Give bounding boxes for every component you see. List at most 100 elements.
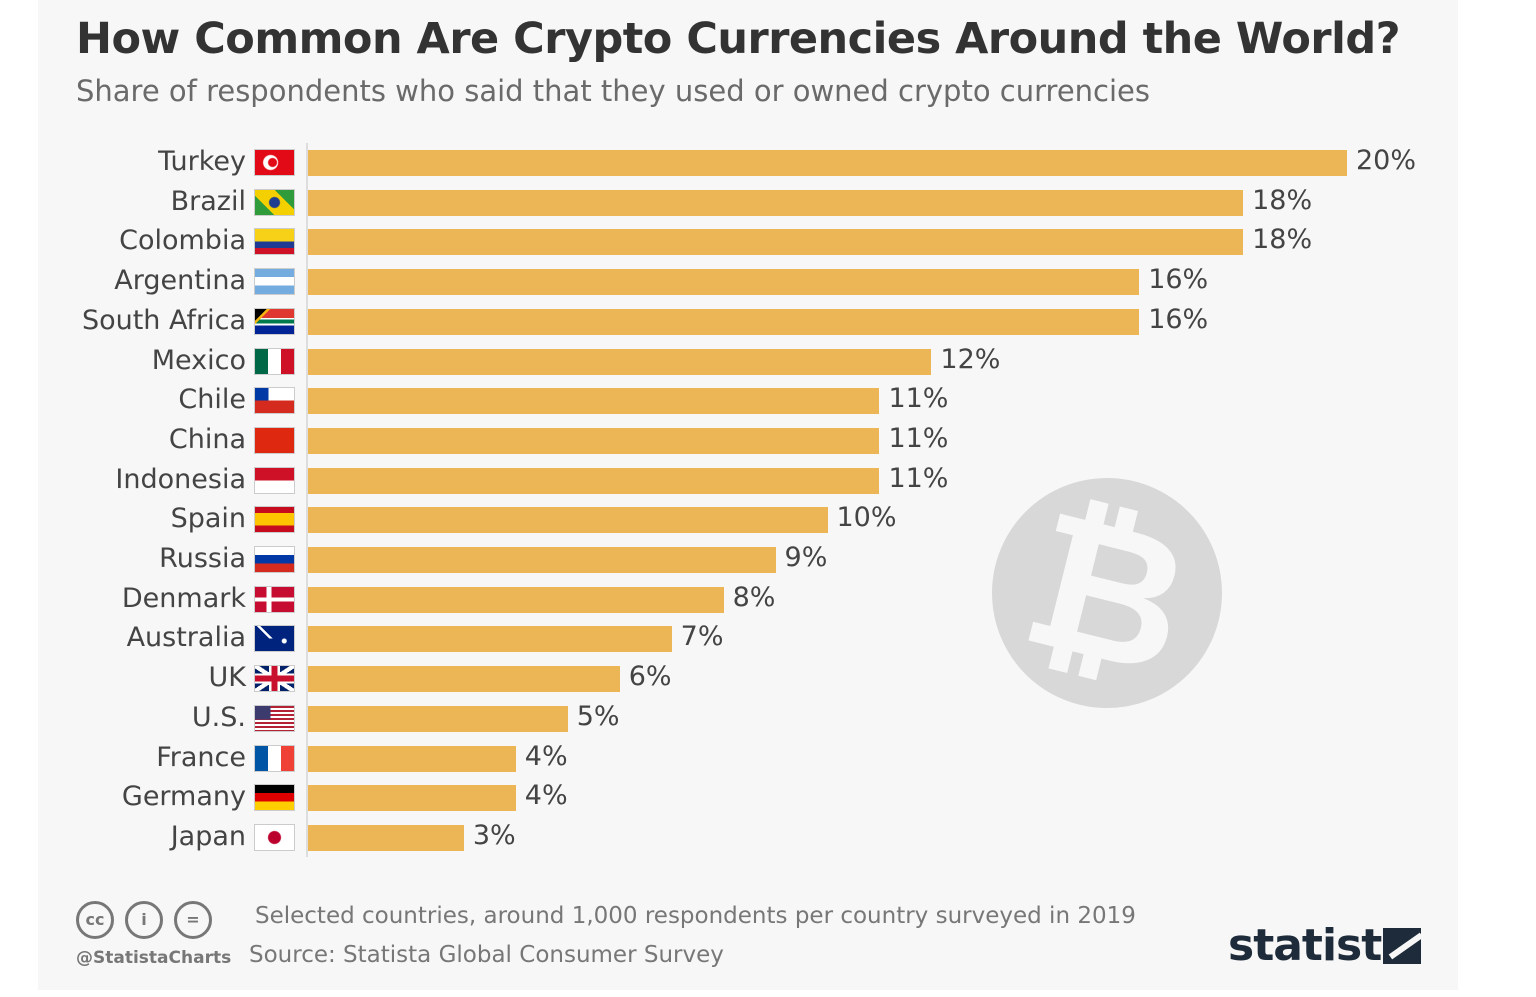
bar <box>308 666 620 693</box>
flag-japan-icon <box>255 824 294 850</box>
category-label: Germany <box>121 781 246 813</box>
value-label: 8% <box>732 581 776 613</box>
category-label: Mexico <box>151 344 246 376</box>
category-label: Indonesia <box>115 463 246 495</box>
flag-china-icon <box>255 427 294 453</box>
bar <box>308 824 464 851</box>
bar-row: Argentina 16% <box>0 264 1536 296</box>
category-label: France <box>156 741 246 773</box>
value-label: 18% <box>1252 224 1313 256</box>
chart-title: How Common Are Crypto Currencies Around … <box>76 14 1401 64</box>
bar <box>308 388 880 415</box>
bar-row: Turkey 20% <box>0 145 1536 177</box>
bar-row: France 4% <box>0 740 1536 773</box>
bar-row: Brazil 18% <box>0 184 1536 217</box>
value-label: 6% <box>628 661 672 693</box>
flag-mexico-icon <box>255 348 294 374</box>
source-note: Source: Statista Global Consumer Survey <box>249 942 724 968</box>
category-label: Japan <box>170 820 246 852</box>
value-label: 4% <box>524 740 568 772</box>
by-icon: i <box>125 901 163 939</box>
category-label: Australia <box>126 622 246 654</box>
category-label: Denmark <box>121 582 246 614</box>
bar-row: China 11% <box>0 422 1536 455</box>
flag-us-icon <box>255 705 294 731</box>
bar <box>308 427 880 454</box>
bar-row: Colombia 18% <box>0 224 1536 257</box>
value-label: 11% <box>888 462 949 494</box>
chart-subtitle: Share of respondents who said that they … <box>76 74 1150 108</box>
value-label: 20% <box>1356 145 1417 176</box>
bar-row: Indonesia 11% <box>0 462 1536 495</box>
bar <box>308 705 568 732</box>
flag-australia-icon <box>255 626 294 652</box>
flag-uk-icon <box>255 666 294 692</box>
bar-row: Mexico 12% <box>0 343 1536 376</box>
value-label: 4% <box>524 780 568 812</box>
category-label: UK <box>208 662 246 694</box>
bar-row: Denmark 8% <box>0 581 1536 614</box>
flag-chile-icon <box>255 388 294 414</box>
nd-icon: = <box>174 901 212 939</box>
bar <box>308 150 1347 176</box>
statista-logo: statista <box>1228 920 1411 971</box>
flag-argentina-icon <box>255 269 294 295</box>
value-label: 3% <box>472 819 516 851</box>
category-label: Colombia <box>119 225 246 257</box>
category-label: South Africa <box>81 304 246 336</box>
category-label: Turkey <box>158 146 246 177</box>
category-label: Spain <box>170 503 246 535</box>
flag-denmark-icon <box>255 586 294 612</box>
flag-turkey-icon <box>255 150 294 175</box>
category-label: Russia <box>159 543 246 574</box>
bar <box>308 507 828 534</box>
flag-spain-icon <box>255 507 294 533</box>
category-label: U.S. <box>191 701 246 733</box>
bar <box>308 308 1140 335</box>
footnote: Selected countries, around 1,000 respond… <box>255 903 1136 929</box>
flag-germany-icon <box>255 785 294 811</box>
category-label: Brazil <box>170 185 246 217</box>
statista-logo-mark <box>1383 928 1421 964</box>
flag-colombia-icon <box>255 229 294 255</box>
value-label: 16% <box>1148 303 1209 335</box>
bar-row: UK 6% <box>0 661 1536 694</box>
bar-row: Spain 10% <box>0 502 1536 535</box>
bar <box>308 348 932 375</box>
flag-russia-icon <box>255 547 294 572</box>
category-label: Chile <box>178 384 246 416</box>
value-label: 5% <box>576 700 620 732</box>
bar-row: U.S. 5% <box>0 700 1536 733</box>
bar <box>308 586 724 613</box>
value-label: 9% <box>784 542 828 573</box>
bar-row: Japan 3% <box>0 819 1536 852</box>
bar-row: South Africa 16% <box>0 303 1536 336</box>
bar <box>308 467 880 494</box>
bar-row: Russia 9% <box>0 542 1536 574</box>
value-label: 18% <box>1252 184 1313 216</box>
cc-icon: cc <box>76 901 114 939</box>
flag-france-icon <box>255 745 294 771</box>
value-label: 11% <box>888 383 949 415</box>
bar-row: Australia 7% <box>0 621 1536 654</box>
bar <box>308 745 516 772</box>
value-label: 16% <box>1148 264 1209 296</box>
flag-south-africa-icon <box>255 308 294 334</box>
flag-brazil-icon <box>255 189 294 215</box>
bar-row: Chile 11% <box>0 383 1536 416</box>
bar <box>308 626 672 653</box>
value-label: 7% <box>680 621 724 653</box>
bar <box>308 785 516 812</box>
bar <box>308 269 1140 296</box>
value-label: 11% <box>888 422 949 454</box>
y-axis-line <box>306 143 308 857</box>
twitter-handle: @StatistaCharts <box>76 948 232 968</box>
category-label: China <box>168 423 246 455</box>
bar <box>308 229 1244 256</box>
bar-row: Germany 4% <box>0 780 1536 813</box>
bar <box>308 547 776 573</box>
value-label: 12% <box>940 343 1001 375</box>
flag-indonesia-icon <box>255 467 294 493</box>
bar <box>308 189 1244 216</box>
value-label: 10% <box>836 502 897 534</box>
